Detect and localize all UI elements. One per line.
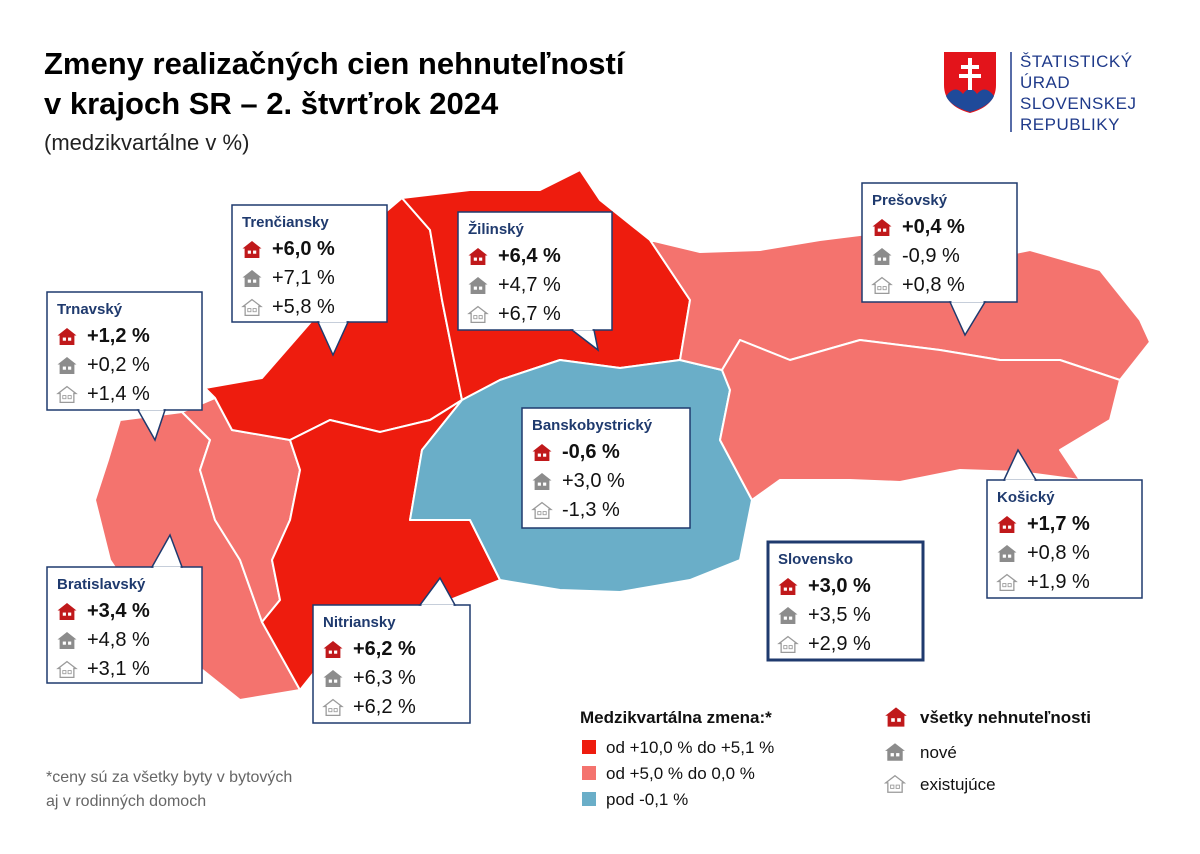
value-existing: +2,9 % bbox=[808, 633, 871, 655]
value-new: +3,0 % bbox=[562, 470, 625, 492]
logo-cross bbox=[959, 58, 981, 90]
callout: Nitriansky +6,2 % +6,3 % +6,2 % bbox=[312, 576, 471, 724]
legend-item: pod -0,1 % bbox=[606, 790, 688, 809]
callout: Košický +1,7 % +0,8 % +1,9 % bbox=[986, 448, 1143, 599]
value-existing: +6,2 % bbox=[353, 696, 416, 718]
region-name: Nitriansky bbox=[323, 614, 396, 631]
legend-item: od +5,0 % do 0,0 % bbox=[606, 764, 755, 783]
legend-type: všetky nehnuteľnosti bbox=[920, 708, 1091, 727]
title-line: v krajoch SR – 2. štvrťrok 2024 bbox=[44, 86, 499, 121]
region-name: Banskobystrický bbox=[532, 417, 653, 434]
callout: Žilinský +6,4 % +4,7 % +6,7 % bbox=[457, 211, 613, 352]
logo-hills bbox=[946, 89, 994, 112]
logo-text: ŠTATISTICKÝ bbox=[1020, 52, 1133, 71]
value-all: +6,4 % bbox=[498, 245, 561, 267]
icon-new bbox=[885, 743, 905, 761]
region-name: Trnavský bbox=[57, 301, 123, 318]
callout-box bbox=[46, 566, 203, 684]
callout: Banskobystrický -0,6 % +3,0 % -1,3 % bbox=[521, 407, 691, 529]
value-new: +7,1 % bbox=[272, 267, 335, 289]
value-existing: +0,8 % bbox=[902, 274, 965, 296]
region-name: Žilinský bbox=[468, 220, 525, 238]
footnote: *ceny sú za všetky byty v bytových bbox=[46, 769, 292, 786]
region-name: Bratislavský bbox=[57, 576, 146, 593]
value-existing: +6,7 % bbox=[498, 303, 561, 325]
callout: Prešovský +0,4 % -0,9 % +0,8 % bbox=[861, 182, 1018, 337]
value-new: +4,8 % bbox=[87, 629, 150, 651]
value-all: +1,2 % bbox=[87, 325, 150, 347]
legend-swatch bbox=[582, 740, 596, 754]
legend-swatch bbox=[582, 766, 596, 780]
callout: Slovensko +3,0 % +3,5 % +2,9 % bbox=[766, 540, 925, 662]
callout-box bbox=[312, 604, 471, 724]
value-new: +3,5 % bbox=[808, 604, 871, 626]
subtitle: (medzikvartálne v %) bbox=[44, 130, 249, 155]
icon-all bbox=[885, 707, 907, 727]
region-name: Slovensko bbox=[778, 551, 853, 568]
callout-box bbox=[231, 204, 388, 323]
title-line: Zmeny realizačných cien nehnuteľností bbox=[44, 46, 626, 81]
logo-text: REPUBLIKY bbox=[1020, 115, 1120, 134]
icon-existing bbox=[884, 775, 906, 793]
type-legend: všetky nehnuteľnosti nové existujúce bbox=[884, 707, 1091, 794]
value-all: +3,0 % bbox=[808, 575, 871, 597]
callout: Bratislavský +3,4 % +4,8 % +3,1 % bbox=[46, 533, 203, 684]
value-new: +0,2 % bbox=[87, 354, 150, 376]
logo-text: ÚRAD bbox=[1020, 73, 1070, 92]
logo-text: SLOVENSKEJ bbox=[1020, 94, 1137, 113]
value-all: +1,7 % bbox=[1027, 513, 1090, 535]
callout: Trnavský +1,2 % +0,2 % +1,4 % bbox=[46, 291, 203, 442]
value-existing: +3,1 % bbox=[87, 658, 150, 680]
callout: Trenčiansky +6,0 % +7,1 % +5,8 % bbox=[231, 204, 388, 357]
value-new: +0,8 % bbox=[1027, 542, 1090, 564]
footnote: aj v rodinných domoch bbox=[46, 793, 206, 810]
logo: ŠTATISTICKÝ ÚRAD SLOVENSKEJ REPUBLIKY bbox=[944, 52, 1137, 134]
callout-box bbox=[521, 407, 691, 529]
value-existing: +1,9 % bbox=[1027, 571, 1090, 593]
value-all: -0,6 % bbox=[562, 441, 620, 463]
value-new: +6,3 % bbox=[353, 667, 416, 689]
value-all: +6,0 % bbox=[272, 238, 335, 260]
callouts: Trnavský +1,2 % +0,2 % +1,4 % Trenčiansky +6,… bbox=[46, 182, 1143, 724]
value-all: +3,4 % bbox=[87, 600, 150, 622]
value-all: +0,4 % bbox=[902, 216, 965, 238]
region-name: Prešovský bbox=[872, 192, 948, 209]
legend-type: nové bbox=[920, 743, 957, 762]
value-new: -0,9 % bbox=[902, 245, 960, 267]
value-existing: +1,4 % bbox=[87, 383, 150, 405]
value-all: +6,2 % bbox=[353, 638, 416, 660]
value-existing: -1,3 % bbox=[562, 499, 620, 521]
region-name: Trenčiansky bbox=[242, 214, 329, 231]
legend-type: existujúce bbox=[920, 775, 996, 794]
value-existing: +5,8 % bbox=[272, 296, 335, 318]
color-legend: Medzikvartálna zmena:* od +10,0 % do +5,… bbox=[580, 708, 774, 809]
legend-title: Medzikvartálna zmena:* bbox=[580, 708, 772, 727]
legend-swatch bbox=[582, 792, 596, 806]
legend-item: od +10,0 % do +5,1 % bbox=[606, 738, 774, 757]
region-name: Košický bbox=[997, 489, 1055, 506]
region-kosicky bbox=[719, 339, 1121, 501]
value-new: +4,7 % bbox=[498, 274, 561, 296]
